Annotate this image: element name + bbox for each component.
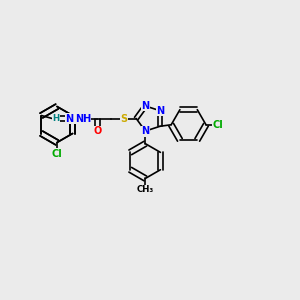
Text: Cl: Cl	[213, 120, 224, 130]
Text: H: H	[52, 114, 59, 123]
Text: N: N	[141, 101, 149, 111]
Text: N: N	[141, 126, 149, 136]
Text: N: N	[65, 113, 74, 124]
Text: NH: NH	[75, 113, 91, 124]
Text: Cl: Cl	[52, 149, 62, 159]
Text: N: N	[156, 106, 164, 116]
Text: CH₃: CH₃	[137, 185, 154, 194]
Text: S: S	[120, 113, 128, 124]
Text: O: O	[93, 126, 101, 136]
